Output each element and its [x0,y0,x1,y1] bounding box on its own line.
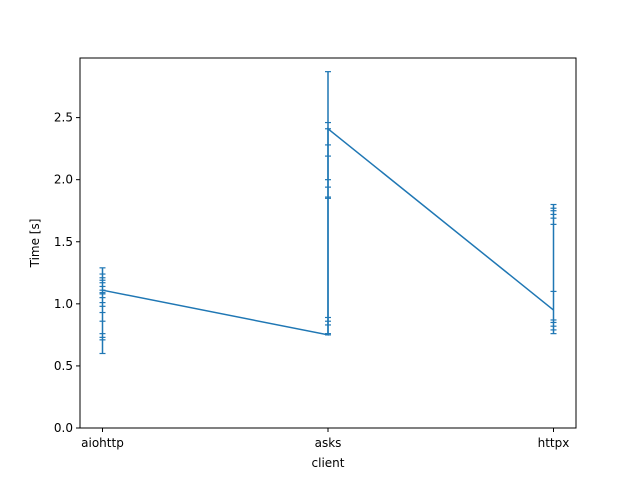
x-tick-label: httpx [538,436,570,450]
y-tick-label: 1.5 [54,235,73,249]
y-tick-label: 1.0 [54,297,73,311]
x-axis-label: client [312,456,345,470]
y-axis: 0.0 0.5 1.0 1.5 2.0 2.5 [54,111,80,435]
errorbar-httpx [551,205,557,334]
y-tick-label: 2.0 [54,173,73,187]
x-axis: aiohttp asks httpx [81,428,569,450]
y-axis-label: Time [s] [28,219,42,269]
y-tick-label: 0.0 [54,421,73,435]
plot-marks [100,72,557,354]
y-tick-label: 0.5 [54,359,73,373]
errorbar-aiohttp [100,268,106,354]
x-tick-label: asks [315,436,342,450]
y-tick-label: 2.5 [54,111,73,125]
series-line [103,129,554,335]
x-tick-label: aiohttp [81,436,124,450]
